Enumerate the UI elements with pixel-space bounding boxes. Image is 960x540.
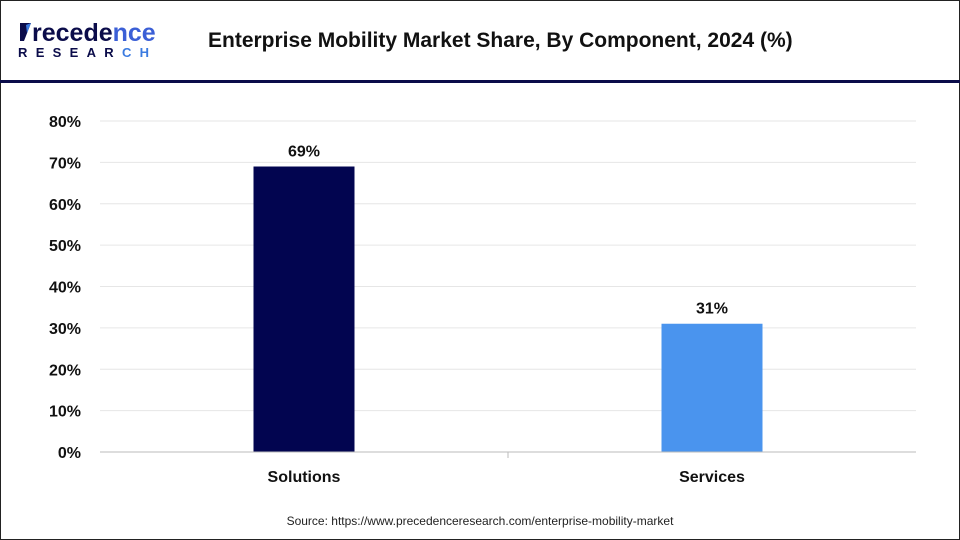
y-tick-label: 30% <box>49 321 81 338</box>
data-label: 69% <box>288 144 320 161</box>
data-label: 31% <box>696 301 728 318</box>
logo: recedence RESEARCH <box>18 20 157 60</box>
x-tick-label: Services <box>679 469 745 486</box>
logo-subtext: RESEARCH <box>18 45 158 60</box>
y-tick-label: 10% <box>49 404 81 421</box>
x-tick-label: Solutions <box>268 469 341 486</box>
y-tick-label: 50% <box>49 238 81 255</box>
bar-solutions <box>253 166 355 452</box>
y-tick-label: 0% <box>58 445 81 462</box>
source-note: Source: https://www.precedenceresearch.c… <box>286 514 674 528</box>
y-tick-label: 40% <box>49 280 81 297</box>
y-tick-label: 70% <box>49 155 81 172</box>
logo-wordmark: recedence <box>18 20 157 46</box>
y-tick-label: 20% <box>49 362 81 379</box>
y-tick-label: 80% <box>49 114 81 131</box>
chart-title: Enterprise Mobility Market Share, By Com… <box>208 29 793 52</box>
bar-services <box>661 323 763 452</box>
logo-flag-icon <box>20 23 31 41</box>
y-tick-label: 60% <box>49 197 81 214</box>
header: recedence RESEARCH Enterprise Mobility M… <box>0 0 960 83</box>
